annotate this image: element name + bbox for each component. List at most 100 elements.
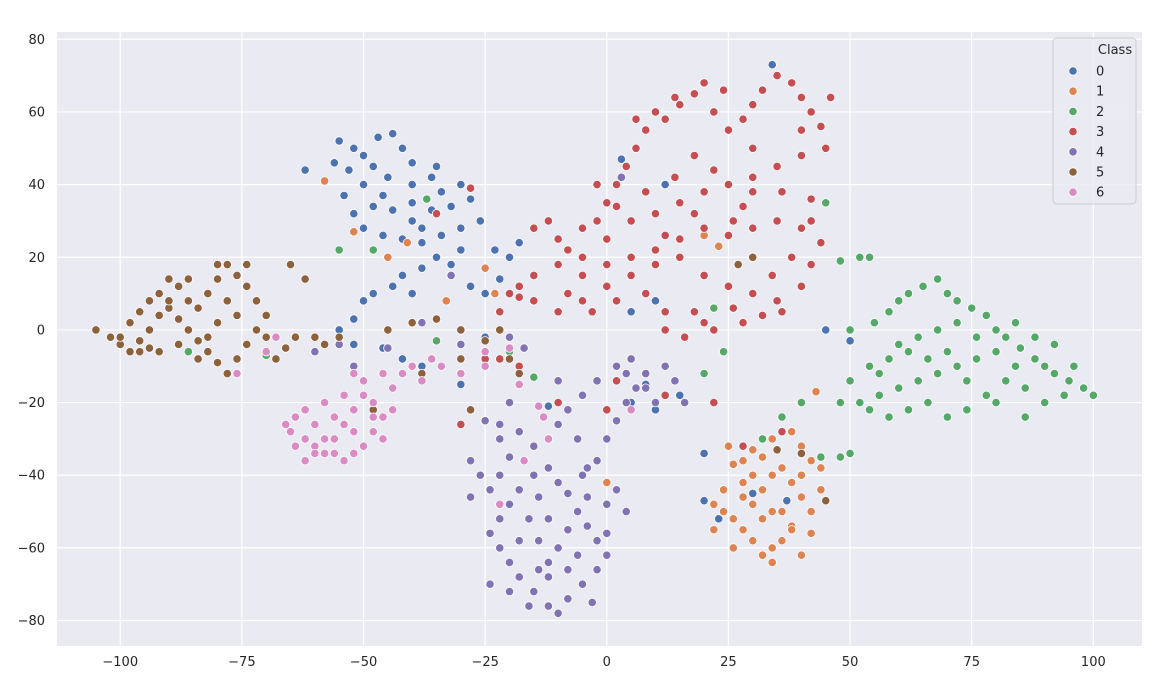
data-point [806, 528, 816, 538]
data-point [923, 397, 933, 408]
data-point [1069, 361, 1079, 371]
data-point [495, 499, 505, 509]
data-point [821, 496, 831, 506]
data-point [407, 288, 417, 299]
data-point [144, 296, 155, 306]
data-point [869, 318, 879, 328]
data-point [417, 376, 427, 386]
data-point [378, 368, 388, 379]
legend: Class 0 1 2 3 4 5 6 [1052, 37, 1137, 205]
data-point [699, 368, 709, 379]
data-point [942, 347, 952, 357]
data-point [495, 274, 505, 284]
data-point [855, 252, 865, 262]
data-point [738, 492, 748, 502]
data-point [388, 281, 398, 291]
data-point [349, 339, 359, 350]
data-point [573, 434, 583, 444]
data-point [767, 434, 777, 444]
data-point [660, 390, 670, 400]
data-point [105, 332, 116, 342]
data-point [334, 245, 344, 255]
data-point [490, 245, 500, 255]
data-point [660, 361, 670, 371]
data-point [577, 252, 588, 262]
data-point [135, 307, 145, 317]
data-point [670, 172, 680, 182]
data-point [485, 485, 495, 495]
data-point [626, 354, 636, 364]
data-point [232, 354, 242, 364]
data-point [154, 310, 164, 320]
data-point [383, 172, 393, 182]
data-point [1088, 390, 1098, 400]
data-point [621, 506, 631, 517]
data-point [446, 259, 456, 270]
data-point [1030, 354, 1040, 364]
data-point [427, 354, 437, 364]
data-point [203, 347, 213, 357]
data-point [718, 85, 729, 95]
data-point [135, 336, 145, 346]
data-point [504, 586, 515, 597]
data-point [485, 528, 495, 538]
data-point [431, 209, 442, 219]
data-point [1015, 343, 1025, 353]
data-point [675, 252, 685, 262]
data-point [378, 434, 388, 444]
data-point [626, 307, 636, 317]
data-point [796, 492, 807, 502]
data-point [670, 92, 680, 102]
data-point [349, 405, 359, 415]
data-point [407, 158, 417, 168]
data-point [154, 288, 164, 299]
data-point [261, 332, 271, 342]
data-point [465, 281, 476, 291]
data-point [650, 259, 661, 270]
data-point [1010, 318, 1021, 328]
data-point [602, 281, 612, 291]
data-point [884, 412, 894, 422]
data-point [203, 288, 213, 299]
data-point [616, 154, 626, 164]
x-axis-tick-labels: −100 −75 −50 −25 0 25 50 75 100 [102, 655, 1105, 670]
data-point [368, 397, 378, 408]
data-point [796, 470, 807, 480]
data-point [757, 434, 768, 444]
data-point [796, 397, 807, 408]
data-point [577, 390, 588, 400]
data-point [602, 499, 612, 509]
data-point [320, 397, 330, 408]
data-point [602, 198, 612, 208]
data-point [222, 296, 232, 306]
data-point [577, 270, 588, 281]
data-point [582, 521, 592, 531]
data-point [650, 209, 661, 219]
data-point [553, 259, 563, 270]
data-point [242, 259, 252, 270]
data-point [212, 318, 223, 328]
x-tick-label: 0 [603, 655, 611, 670]
data-point [543, 572, 554, 582]
data-point [772, 445, 782, 455]
data-point [490, 288, 500, 299]
data-point [777, 463, 787, 473]
data-point [835, 452, 845, 462]
data-point [621, 397, 631, 408]
data-point [212, 358, 223, 368]
data-point [514, 292, 524, 302]
data-point [543, 216, 554, 226]
data-point [767, 506, 777, 517]
data-point [529, 586, 539, 597]
data-point [427, 172, 437, 182]
data-point [621, 368, 631, 379]
data-point [368, 245, 378, 255]
data-point [417, 223, 427, 233]
data-point [431, 336, 442, 346]
data-point [368, 288, 378, 299]
data-point [334, 136, 344, 146]
data-point [709, 325, 719, 335]
data-point [738, 114, 748, 124]
data-point [821, 198, 831, 208]
data-point [310, 347, 320, 357]
